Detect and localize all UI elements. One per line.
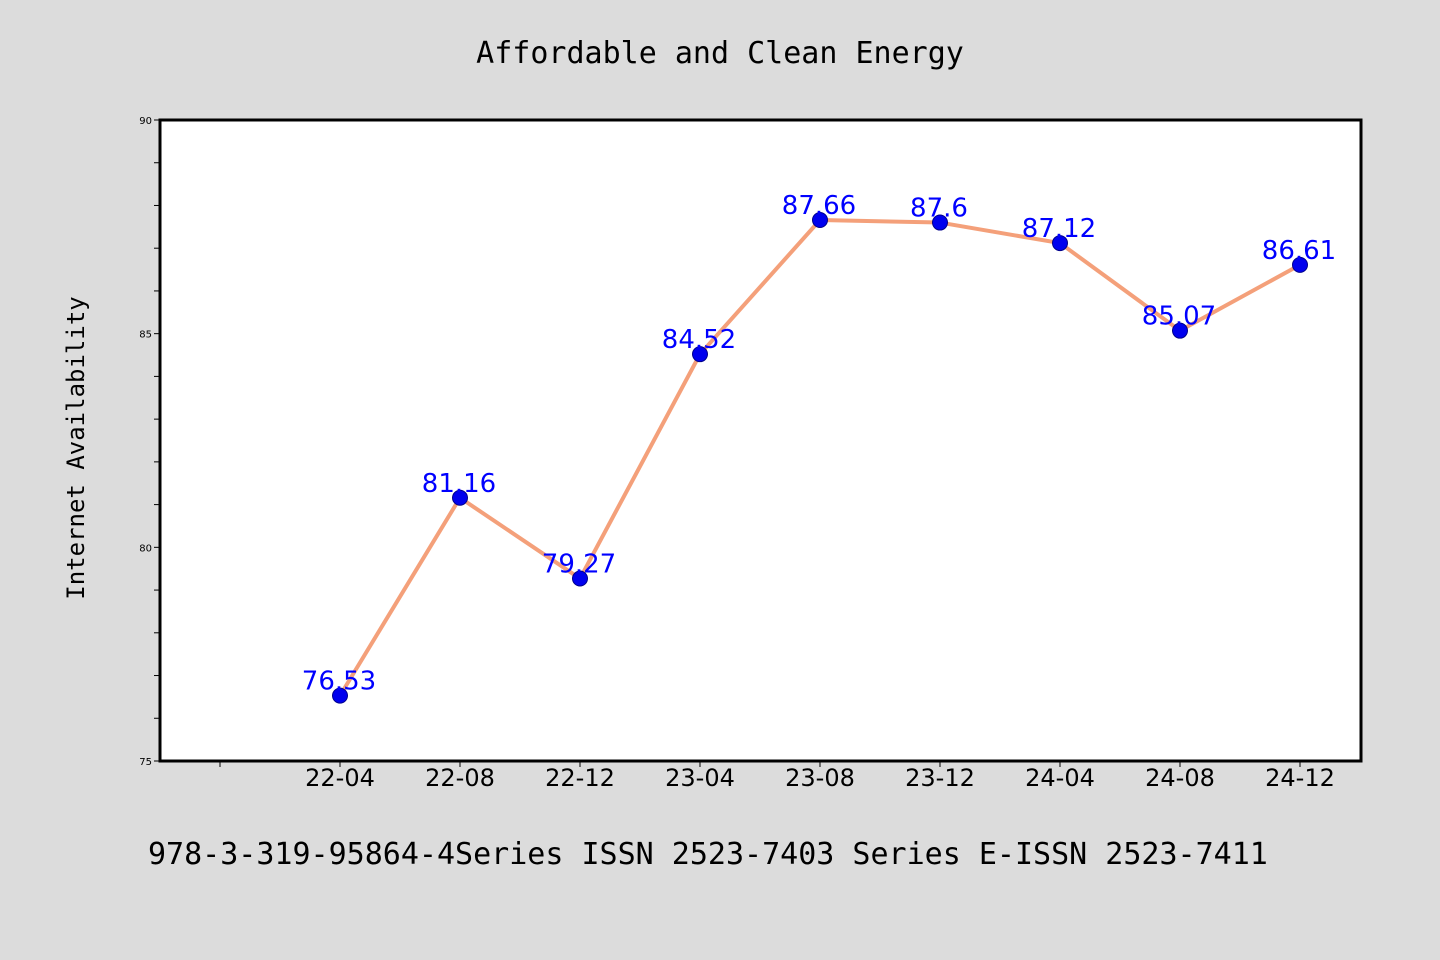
data-label: 86.61 [1262, 236, 1336, 266]
data-point [1052, 235, 1068, 252]
x-tick-label: 22-08 [425, 764, 495, 792]
footer-text: 978-3-319-95864-4Series ISSN 2523-7403 S… [148, 837, 1268, 872]
data-point [812, 211, 828, 228]
data-point [332, 687, 348, 704]
data-point [572, 570, 588, 587]
data-label: 76.53 [302, 667, 376, 697]
data-labels: 76.53 81.16 79.27 84.52 87.66 87.6 87.12 85.07 8… [302, 191, 1336, 697]
x-tick-label: 23-08 [785, 764, 855, 792]
data-label: 87.12 [1022, 214, 1096, 244]
x-tick-label: 24-12 [1265, 764, 1335, 792]
data-point [452, 489, 468, 506]
y-axis-ticks: 75 80 85 90 [139, 116, 160, 768]
chart-title: Affordable and Clean Energy [476, 36, 964, 71]
x-tick-label: 22-04 [305, 764, 375, 792]
x-tick-label: 24-04 [1025, 764, 1095, 792]
x-tick-label: 23-04 [665, 764, 735, 792]
data-point [1292, 256, 1308, 273]
y-tick-label: 75 [139, 757, 152, 768]
y-axis-label: Internet Availability [62, 296, 90, 599]
x-axis-ticks: 22-04 22-08 22-12 23-04 23-08 23-12 24-04 24-08… [219, 761, 1335, 792]
data-label: 81.16 [422, 469, 496, 499]
data-point [1172, 322, 1188, 339]
data-point [692, 346, 708, 363]
data-label: 87.66 [782, 191, 856, 221]
plot-area [158, 118, 1363, 763]
y-tick-label: 85 [139, 330, 152, 341]
data-label: 79.27 [542, 550, 616, 580]
x-tick-label: 23-12 [905, 764, 975, 792]
data-label: 87.6 [910, 194, 968, 224]
data-markers [332, 211, 1308, 704]
data-label: 85.07 [1142, 302, 1216, 332]
data-point [932, 214, 948, 231]
y-tick-label: 80 [139, 543, 152, 554]
x-tick-label: 22-12 [545, 764, 615, 792]
data-label: 84.52 [662, 325, 736, 355]
y-tick-label: 90 [139, 116, 152, 127]
x-tick-label: 24-08 [1145, 764, 1215, 792]
